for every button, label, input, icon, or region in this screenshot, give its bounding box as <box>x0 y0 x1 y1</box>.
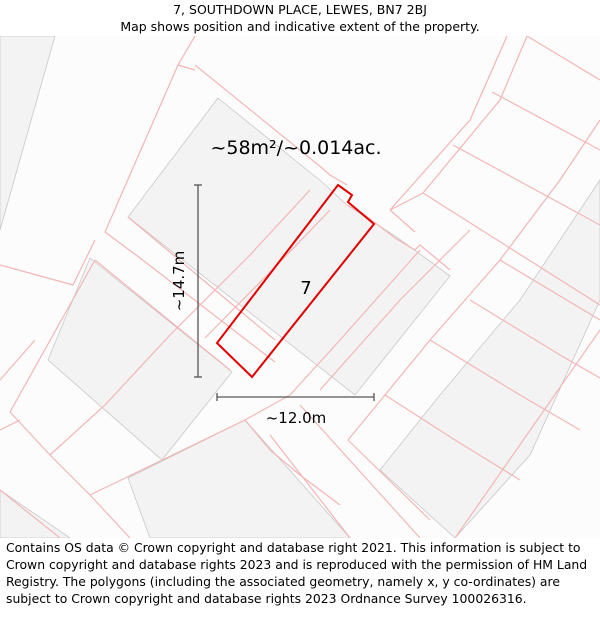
property-boundary[interactable] <box>215 183 376 379</box>
parcel-boundaries <box>0 36 600 538</box>
building-row-upper <box>127 97 451 396</box>
copyright-notice: Contains OS data © Crown copyright and d… <box>6 540 588 606</box>
building-top-left-edge <box>0 36 56 231</box>
plot-number-label: 7 <box>300 278 311 299</box>
map-caption: Map shows position and indicative extent… <box>120 19 480 34</box>
page-header: 7, SOUTHDOWN PLACE, LEWES, BN7 2BJ Map s… <box>0 0 600 36</box>
measurement-lines <box>194 184 375 401</box>
horizontal-measure-label: ~12.0m <box>266 409 327 427</box>
area-label: ~58m²/~0.014ac. <box>210 137 381 159</box>
vertical-measure-label: ~14.7m <box>170 251 188 312</box>
property-address: 7, SOUTHDOWN PLACE, LEWES, BN7 2BJ <box>173 2 427 17</box>
building-bottom-left <box>0 489 71 538</box>
building-row-lower-left <box>47 257 233 461</box>
property-map[interactable]: ~58m²/~0.014ac. 7 ~14.7m ~12.0m <box>0 36 600 538</box>
